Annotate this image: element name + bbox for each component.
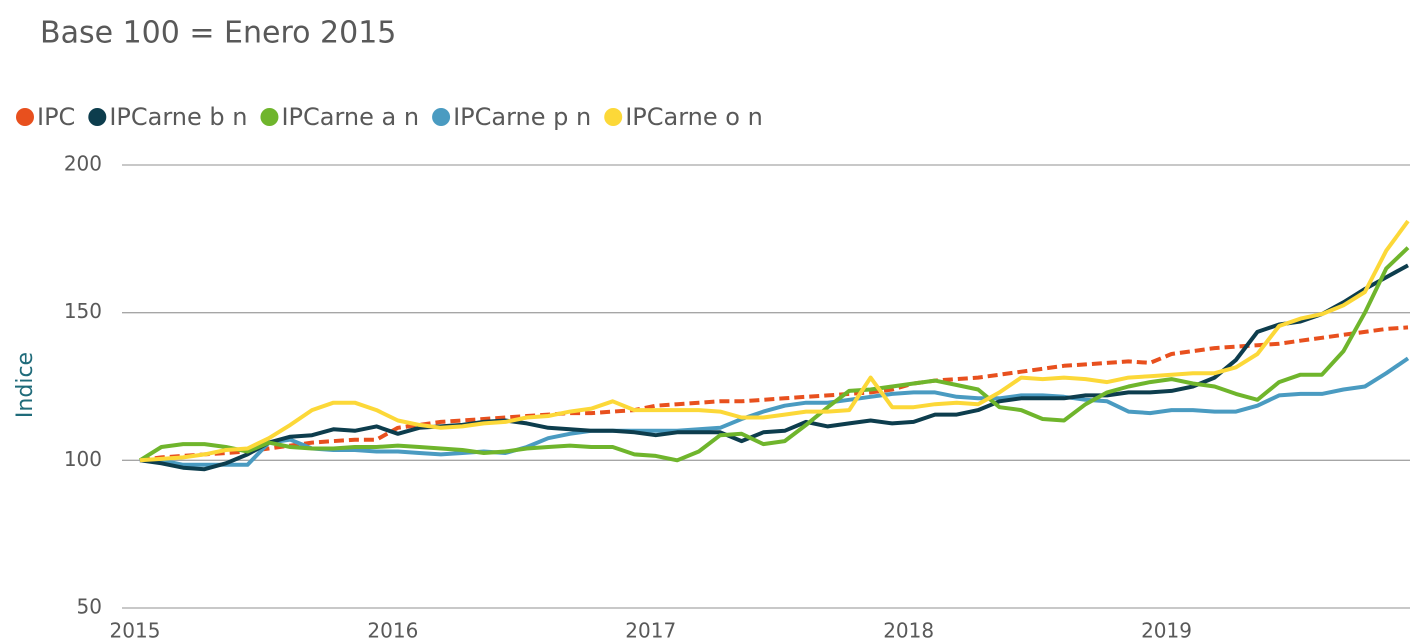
x-tick-label: 2018 <box>883 619 934 643</box>
legend-marker <box>88 108 107 126</box>
y-tick-label: 150 <box>64 299 102 323</box>
legend-marker <box>604 108 623 126</box>
x-tick-label: 2016 <box>367 619 418 643</box>
legend-marker <box>260 108 279 126</box>
y-tick-label: 200 <box>64 152 102 176</box>
y-tick-label: 100 <box>64 447 102 471</box>
y-tick-label: 50 <box>77 595 102 619</box>
legend-label: IPC <box>37 103 75 131</box>
legend-marker <box>432 108 451 126</box>
legend-label: IPCarne o n <box>625 103 763 131</box>
chart-title: Base 100 = Enero 2015 <box>40 16 396 51</box>
series-line <box>139 219 1410 463</box>
legend-label: IPCarne b n <box>109 103 247 131</box>
y-axis-label: Indice <box>13 352 38 418</box>
series-line <box>139 263 1409 472</box>
series-line <box>139 325 1409 463</box>
legend-label: IPCarne p n <box>453 103 591 131</box>
legend-marker <box>16 108 34 126</box>
x-tick-label: 2019 <box>1141 619 1192 643</box>
legend-label: IPCarne a n <box>281 103 419 131</box>
x-tick-label: 2015 <box>110 619 161 643</box>
x-tick-label: 2017 <box>625 619 676 643</box>
series-line <box>140 356 1410 467</box>
series-line <box>138 246 1410 463</box>
